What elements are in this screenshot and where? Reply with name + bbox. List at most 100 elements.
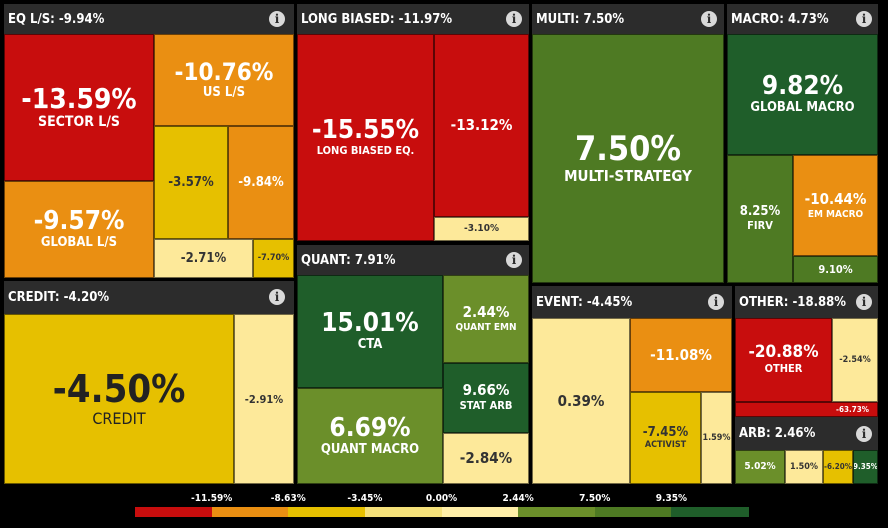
tile-em-macro[interactable]: -10.44% EM MACRO — [793, 155, 878, 256]
legend-label: -3.45% — [347, 493, 383, 504]
tile-value: 9.66% — [462, 381, 510, 400]
tile-value: -10.76% — [174, 57, 274, 86]
info-icon[interactable]: i — [506, 11, 522, 27]
tile-value: -9.84% — [238, 175, 284, 190]
tile-value: 1.50% — [789, 461, 819, 472]
tile-credit[interactable]: -4.50% CREDIT — [4, 314, 234, 484]
legend-label: 7.50% — [579, 493, 611, 504]
info-icon[interactable]: i — [856, 294, 872, 310]
info-icon[interactable]: i — [269, 11, 285, 27]
group-title: MULTI: 7.50% — [536, 11, 625, 27]
tile-arb-sub[interactable]: 5.02% — [735, 450, 785, 484]
tile-value: 15.01% — [321, 308, 419, 339]
tile-value: 0.39% — [557, 391, 605, 410]
info-icon[interactable]: i — [269, 289, 285, 305]
tile-arb-sub[interactable]: 9.35% — [853, 450, 878, 484]
group-title: MACRO: 4.73% — [731, 11, 829, 27]
tile-value: 6.69% — [329, 412, 411, 443]
tile-eq-ls-sub[interactable]: -9.84% — [228, 126, 294, 239]
tile-macro-sub[interactable]: 9.10% — [793, 256, 878, 283]
tile-eq-ls-sub[interactable]: -2.71% — [154, 239, 253, 278]
group-header-quant: QUANT: 7.91% — [297, 245, 529, 275]
group-title: LONG BIASED: -11.97% — [301, 11, 453, 27]
legend-swatch — [441, 507, 519, 517]
tile-name: QUANT MACRO — [320, 441, 420, 457]
info-icon[interactable]: i — [708, 294, 724, 310]
tile-other-sub[interactable]: -2.54% — [832, 318, 878, 402]
tile-eq-ls-sub[interactable]: -7.70% — [253, 239, 294, 278]
tile-value: -6.20% — [824, 462, 852, 471]
tile-name: GLOBAL L/S — [40, 235, 118, 251]
group-title: EQ L/S: -9.94% — [8, 11, 105, 27]
tile-firv[interactable]: 8.25% FIRV — [727, 155, 793, 283]
legend-label: 9.35% — [655, 493, 687, 504]
group-title: OTHER: -18.88% — [739, 294, 847, 310]
group-header-other: OTHER: -18.88% — [735, 286, 878, 318]
tile-name: CTA — [357, 337, 383, 353]
info-icon[interactable]: i — [856, 426, 872, 442]
legend-swatch — [288, 507, 366, 517]
tile-name: QUANT EMN — [455, 322, 517, 333]
legend-swatch — [671, 507, 749, 517]
tile-value: -13.59% — [21, 81, 137, 115]
info-icon[interactable]: i — [506, 252, 522, 268]
tile-value: -3.57% — [168, 175, 214, 190]
tile-eq-ls-sub[interactable]: -3.57% — [154, 126, 228, 239]
tile-value: -2.84% — [459, 449, 513, 467]
tile-multi-strategy[interactable]: 7.50% MULTI-STRATEGY — [532, 34, 724, 283]
tile-value: -13.12% — [450, 116, 513, 134]
tile-name: FIRV — [747, 219, 773, 233]
group-header-arb: ARB: 2.46% — [735, 417, 878, 450]
tile-value: -2.91% — [244, 392, 284, 406]
tile-stat-arb[interactable]: 9.66% STAT ARB — [443, 363, 529, 433]
group-header-macro: MACRO: 4.73% — [727, 4, 878, 34]
tile-value: -11.08% — [650, 345, 712, 364]
group-header-credit: CREDIT: -4.20% — [4, 281, 294, 314]
legend-label: -8.63% — [270, 493, 306, 504]
tile-global-ls[interactable]: -9.57% GLOBAL L/S — [4, 181, 154, 278]
info-icon[interactable]: i — [701, 11, 717, 27]
tile-value: 7.50% — [574, 129, 682, 170]
legend-swatch — [518, 507, 596, 517]
legend-label: 0.00% — [425, 493, 458, 504]
group-title: ARB: 2.46% — [739, 426, 816, 441]
legend-swatch — [211, 507, 289, 517]
tile-value: 9.10% — [818, 263, 853, 276]
tile-quant-macro[interactable]: 6.69% QUANT MACRO — [297, 388, 443, 484]
tile-activist[interactable]: -7.45% ACTIVIST — [630, 392, 701, 484]
tile-long-biased-sub[interactable]: -13.12% — [434, 34, 529, 217]
tile-name: STAT ARB — [459, 399, 513, 413]
tile-name: MULTI-STRATEGY — [564, 167, 692, 186]
tile-value: -4.50% — [52, 367, 186, 412]
tile-quant-sub[interactable]: -2.84% — [443, 433, 529, 484]
legend-swatch — [594, 507, 672, 517]
group-header-eq-ls: EQ L/S: -9.94% — [4, 4, 294, 34]
tile-cta[interactable]: 15.01% CTA — [297, 275, 443, 388]
tile-name: ACTIVIST — [644, 439, 687, 450]
tile-value: -7.70% — [257, 253, 290, 263]
tile-arb-sub[interactable]: -6.20% — [823, 450, 853, 484]
tile-value: -20.88% — [748, 342, 819, 363]
tile-global-macro[interactable]: 9.82% GLOBAL MACRO — [727, 34, 878, 155]
tile-us-ls[interactable]: -10.76% US L/S — [154, 34, 294, 126]
tile-long-biased-sub[interactable]: -3.10% — [434, 217, 529, 241]
tile-sector-ls[interactable]: -13.59% SECTOR L/S — [4, 34, 154, 181]
tile-event-sub[interactable]: 0.39% — [532, 318, 630, 484]
tile-other-sub[interactable]: -63.73% — [735, 402, 878, 417]
tile-value: -3.10% — [464, 223, 499, 234]
tile-event-sub[interactable]: -11.08% — [630, 318, 732, 392]
tile-quant-emn[interactable]: 2.44% QUANT EMN — [443, 275, 529, 363]
tile-event-sub[interactable]: 1.59% — [701, 392, 732, 484]
tile-other[interactable]: -20.88% OTHER — [735, 318, 832, 402]
legend-label: -11.59% — [191, 493, 233, 504]
tile-arb-sub[interactable]: 1.50% — [785, 450, 823, 484]
tile-long-biased-eq[interactable]: -15.55% LONG BIASED EQ. — [297, 34, 434, 241]
legend-label: 2.44% — [502, 493, 534, 504]
info-icon[interactable]: i — [856, 11, 872, 27]
group-title: QUANT: 7.91% — [301, 252, 396, 268]
group-header-event: EVENT: -4.45% — [532, 286, 732, 318]
tile-value: -10.44% — [804, 189, 867, 208]
tile-credit-sub[interactable]: -2.91% — [234, 314, 294, 484]
tile-name: EM MACRO — [807, 208, 864, 220]
group-header-long-biased: LONG BIASED: -11.97% — [297, 4, 529, 34]
